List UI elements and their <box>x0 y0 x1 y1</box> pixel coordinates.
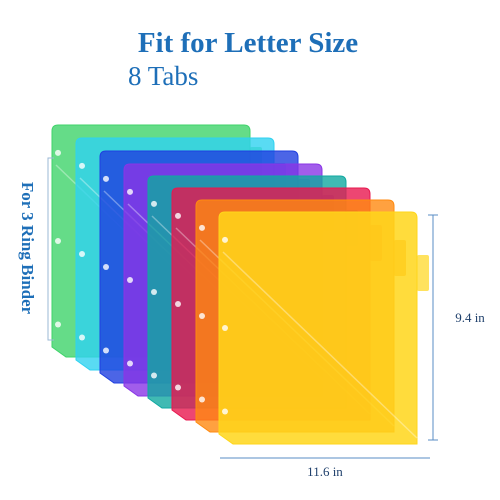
binder-hole <box>151 200 157 207</box>
binder-hole <box>79 162 85 169</box>
binder-hole <box>175 212 181 219</box>
binder-hole <box>175 384 181 391</box>
binder-bracket <box>47 157 54 341</box>
binder-hole <box>79 334 85 341</box>
folder <box>218 211 418 445</box>
binder-hole <box>199 313 205 319</box>
binder-hole <box>127 277 133 283</box>
binder-hole <box>127 360 133 367</box>
pocket-diagonal <box>222 251 418 439</box>
binder-hole <box>103 347 109 354</box>
binder-hole <box>127 188 133 195</box>
width-label: 11.6 in <box>307 464 343 479</box>
binder-hole <box>199 396 205 403</box>
binder-hole <box>151 289 157 295</box>
binder-hole <box>222 325 228 331</box>
binder-hole <box>199 224 205 231</box>
binder-hole <box>222 408 228 415</box>
height-label: 9.4 in <box>455 310 485 325</box>
folder-group <box>51 124 429 445</box>
binder-hole <box>103 175 109 182</box>
binder-hole <box>55 321 61 328</box>
folder-tab <box>417 255 429 291</box>
binder-hole <box>103 264 109 270</box>
binder-hole <box>55 238 61 244</box>
subtitle: 8 Tabs <box>128 61 198 91</box>
side-label: For 3 Ring Binder <box>18 182 37 315</box>
binder-hole <box>175 301 181 307</box>
binder-hole <box>222 236 228 243</box>
binder-hole <box>151 372 157 379</box>
binder-hole <box>55 149 61 156</box>
title: Fit for Letter Size <box>138 27 358 59</box>
binder-hole <box>79 251 85 257</box>
